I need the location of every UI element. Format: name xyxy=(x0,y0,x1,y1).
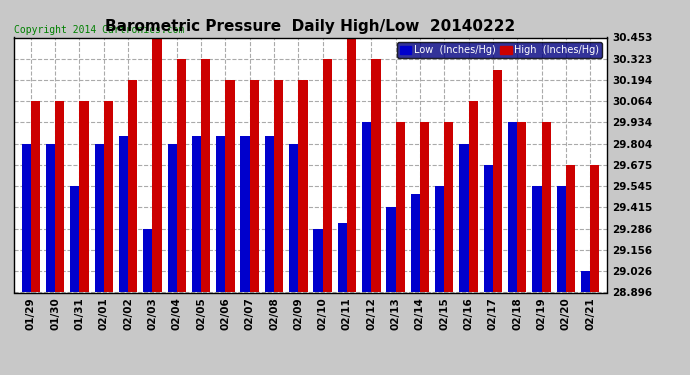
Bar xyxy=(144,229,152,292)
Bar xyxy=(177,59,186,292)
Bar xyxy=(484,165,493,292)
Bar xyxy=(590,165,600,292)
Bar xyxy=(192,136,201,292)
Bar xyxy=(581,271,590,292)
Bar xyxy=(444,123,453,292)
Bar xyxy=(395,123,405,292)
Text: Copyright 2014 Cartronics.com: Copyright 2014 Cartronics.com xyxy=(14,25,184,35)
Bar xyxy=(362,123,371,292)
Bar xyxy=(411,194,420,292)
Bar xyxy=(542,123,551,292)
Bar xyxy=(79,101,89,292)
Bar xyxy=(55,101,64,292)
Bar xyxy=(240,136,250,292)
Bar xyxy=(21,144,31,292)
Bar xyxy=(508,123,518,292)
Bar xyxy=(298,80,308,292)
Bar xyxy=(435,186,444,292)
Bar xyxy=(493,70,502,292)
Bar xyxy=(420,123,429,292)
Bar xyxy=(168,144,177,292)
Bar xyxy=(289,144,298,292)
Bar xyxy=(128,80,137,292)
Bar xyxy=(70,186,79,292)
Bar xyxy=(347,38,356,292)
Bar xyxy=(31,101,40,292)
Bar xyxy=(386,207,395,292)
Bar xyxy=(119,136,128,292)
Bar xyxy=(226,80,235,292)
Bar xyxy=(265,136,274,292)
Bar xyxy=(201,59,210,292)
Bar xyxy=(104,101,113,292)
Bar xyxy=(469,101,477,292)
Title: Barometric Pressure  Daily High/Low  20140222: Barometric Pressure Daily High/Low 20140… xyxy=(106,18,515,33)
Bar xyxy=(518,123,526,292)
Bar xyxy=(371,59,381,292)
Bar xyxy=(566,165,575,292)
Bar xyxy=(532,186,542,292)
Bar xyxy=(337,223,347,292)
Bar xyxy=(152,38,161,292)
Bar xyxy=(274,80,284,292)
Bar xyxy=(557,186,566,292)
Bar xyxy=(216,136,226,292)
Bar xyxy=(313,229,323,292)
Bar xyxy=(323,59,332,292)
Bar xyxy=(46,144,55,292)
Bar xyxy=(460,144,469,292)
Bar xyxy=(95,144,103,292)
Bar xyxy=(250,80,259,292)
Legend: Low  (Inches/Hg), High  (Inches/Hg): Low (Inches/Hg), High (Inches/Hg) xyxy=(397,42,602,58)
